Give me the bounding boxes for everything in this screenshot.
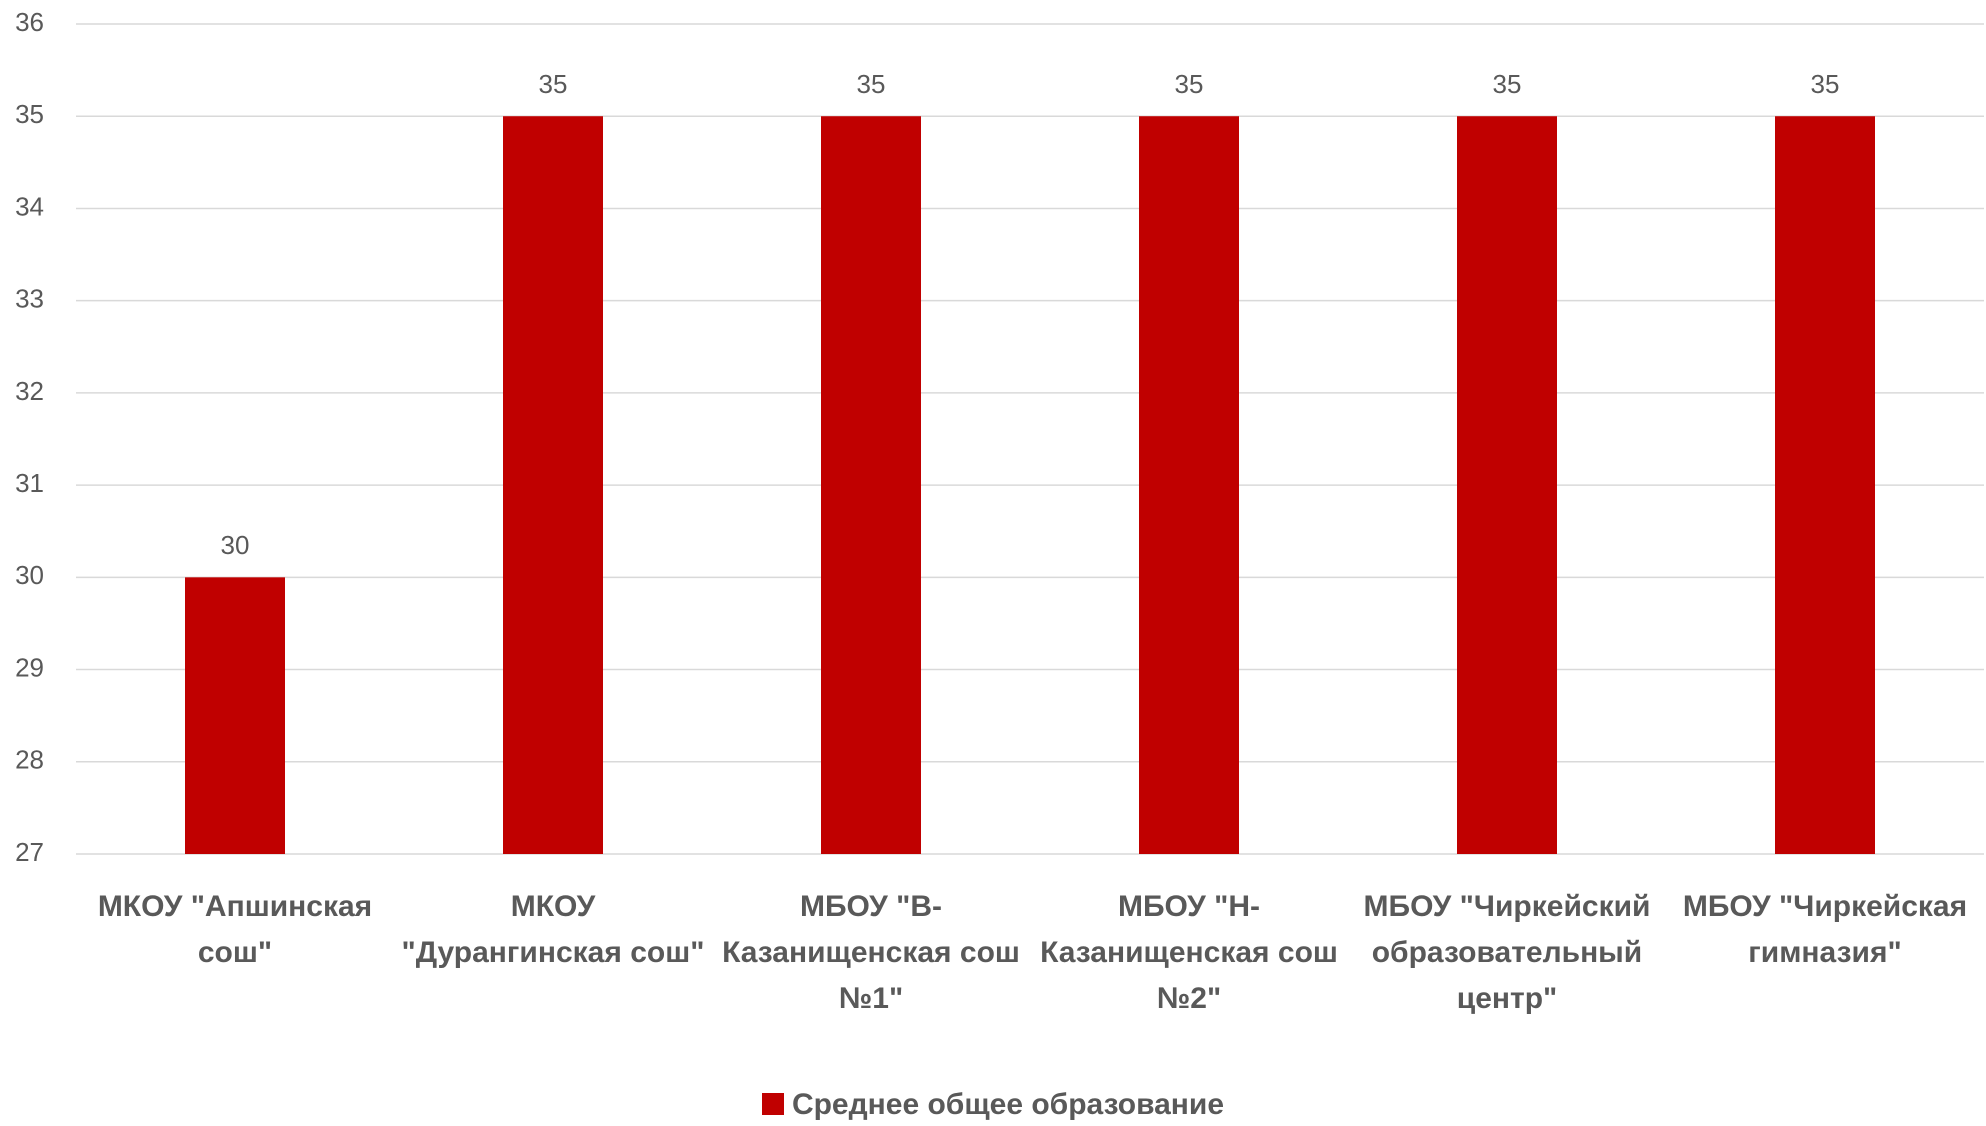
y-tick-label: 28 [15,745,44,775]
y-tick-label: 33 [15,284,44,314]
bar [185,577,285,854]
x-tick-label: МБОУ "В-Казанищенская сош №1" [722,890,1020,1015]
legend-swatch [761,1093,784,1115]
legend: Среднее общее образование [0,1088,1986,1122]
y-tick-label: 32 [15,376,44,406]
y-tick-label: 31 [15,468,44,498]
y-tick-label: 27 [15,837,44,867]
bar [1139,116,1239,854]
x-tick-label: МКОУ "Дурангинская сош" [401,890,705,969]
bar [503,116,603,854]
data-label: 35 [1811,69,1840,99]
data-label: 35 [1493,69,1522,99]
x-tick-label: МКОУ "Апшинская сош" [97,890,373,969]
y-tick-label: 34 [15,191,44,221]
y-tick-label: 36 [15,7,44,37]
x-tick-label: МБОУ "Н-Казанищенская сош №2" [1040,890,1338,1015]
legend-label: Среднее общее образование [791,1088,1225,1121]
bar [821,116,921,854]
y-tick-label: 29 [15,652,44,682]
data-label: 30 [221,530,250,560]
data-label: 35 [1175,69,1204,99]
data-label: 35 [539,69,568,99]
bar [1457,116,1557,854]
x-tick-label: МБОУ "Чиркейская гимназия" [1682,890,1968,969]
bar [1775,116,1875,854]
x-tick-label: МБОУ "Чиркейский образовательный центр" [1363,890,1651,1015]
y-tick-label: 30 [15,560,44,590]
y-tick-label: 35 [15,99,44,129]
data-label: 35 [857,69,886,99]
